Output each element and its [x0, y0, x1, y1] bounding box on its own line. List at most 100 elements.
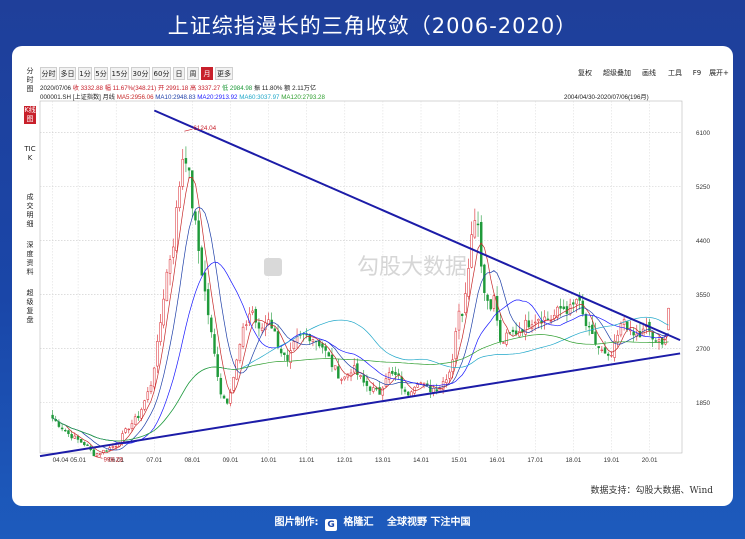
y-tick-label-3: 4400 [696, 238, 711, 245]
candle-body-134 [476, 223, 480, 226]
candle-body-101 [372, 387, 375, 392]
ma-period: 月线 [102, 94, 115, 101]
candle-body-91 [340, 379, 343, 381]
candle-body-139 [492, 295, 496, 309]
candle-body-194 [667, 307, 670, 331]
candle-body-86 [324, 346, 327, 351]
candle-body-128 [457, 310, 461, 331]
candle-body-19 [111, 446, 115, 448]
candle-body-131 [467, 268, 470, 297]
candle-body-173 [600, 349, 604, 351]
candle-body-27 [137, 415, 140, 419]
period-button-10[interactable]: 更多 [215, 67, 233, 80]
quote-change: 幅 11.67%(348.21) [104, 85, 157, 92]
period-button-3[interactable]: 5分 [94, 67, 108, 80]
period-button-2[interactable]: 1分 [78, 67, 92, 80]
candle-body-92 [343, 376, 346, 380]
tool-button-2[interactable]: 画线 [637, 67, 661, 80]
tool-button-5[interactable]: 展开+ [708, 67, 730, 80]
candle-body-163 [568, 304, 572, 315]
x-tick-label-6: 10.01 [261, 457, 277, 464]
brand-logo-icon: G [325, 519, 338, 531]
period-button-4[interactable]: 15分 [110, 67, 129, 80]
sidebar-item-0[interactable]: 分时图 [26, 67, 34, 93]
page-title: 上证综指漫长的三角收敛（2006-2020） [167, 14, 578, 38]
ma120-line [52, 334, 669, 442]
y-tick-label-1: 2700 [696, 346, 711, 353]
candle-body-66 [260, 327, 264, 331]
candle-body-127 [454, 331, 458, 360]
candle-body-82 [311, 339, 315, 342]
candle-body-111 [403, 389, 407, 392]
candle-body-147 [518, 331, 521, 337]
candle-body-113 [410, 391, 413, 397]
sidebar-item-2[interactable]: TICK [24, 145, 36, 162]
candle-body-51 [213, 334, 216, 354]
candle-body-76 [292, 341, 296, 349]
period-button-8[interactable]: 周 [187, 67, 199, 80]
period-button-7[interactable]: 日 [173, 67, 185, 80]
x-tick-label-14: 18.01 [566, 457, 582, 464]
x-tick-label-1: 05.01 [70, 457, 86, 464]
period-button-6[interactable]: 60分 [152, 67, 171, 80]
candle-body-57 [232, 377, 235, 391]
tool-button-1[interactable]: 超级叠加 [600, 67, 634, 80]
candle-body-96 [356, 363, 359, 375]
candle-body-116 [419, 382, 423, 384]
chart-card: 分时图 K线图 TICK 成交明细深度资料超级复盘 分时 多日 1分 5分 15分 30分 60分… [12, 46, 733, 506]
candle-body-107 [391, 370, 394, 374]
tool-button-3[interactable]: 工具 [664, 67, 686, 80]
period-button-0[interactable]: 分时 [40, 67, 57, 80]
candle-body-15 [98, 453, 102, 455]
candle-body-132 [470, 234, 473, 268]
bottom-slogan: 全球视野 下注中国 [386, 517, 471, 528]
quote-high: 高 3337.27 [189, 85, 221, 92]
candle-body-13 [92, 449, 96, 457]
candle-body-6 [70, 434, 73, 439]
quote-low: 低 2984.98 [221, 85, 253, 92]
candle-body-120 [432, 387, 435, 393]
sidebar-item-3[interactable]: 成交明细 [26, 193, 34, 228]
x-tick-label-15: 19.01 [604, 457, 620, 464]
candle-body-17 [105, 450, 108, 452]
y-tick-label-5: 6100 [696, 130, 711, 137]
candle-body-11 [86, 444, 89, 446]
x-tick-label-0: 04.04 [53, 457, 69, 464]
candle-body-191 [657, 339, 661, 342]
candle-body-174 [603, 347, 607, 354]
x-tick-label-2: 06.01 [108, 457, 124, 464]
ma10-line [52, 206, 669, 451]
x-tick-label-5: 09.01 [223, 457, 239, 464]
candle-body-4 [64, 429, 67, 432]
candle-body-50 [210, 317, 213, 333]
quote-date: 2020/07/06 [40, 85, 71, 92]
candle-body-133 [473, 220, 477, 238]
candle-body-140 [495, 295, 499, 321]
candle-body-150 [527, 320, 531, 328]
candle-body-103 [378, 387, 381, 395]
period-button-1[interactable]: 多日 [59, 67, 76, 80]
range-label: 2004/04/30-2020/07/06(196月) [564, 94, 649, 101]
tool-button-4[interactable]: F9 [689, 67, 705, 80]
ma-line: 000001.SH [上证指数] 月线 MA5:2956.06 MA10:294… [40, 92, 325, 101]
period-button-9[interactable]: 月 [201, 67, 213, 80]
candle-body-8 [76, 436, 80, 440]
tool-button-0[interactable]: 复权 [573, 67, 597, 80]
candle-body-39 [175, 207, 178, 251]
candle-body-126 [451, 359, 454, 372]
candle-body-61 [245, 324, 248, 326]
candle-body-30 [146, 391, 150, 400]
source-note: 数据支持：勾股大数据、Wind [590, 486, 713, 496]
sidebar-item-5[interactable]: 超级复盘 [26, 289, 34, 324]
annotation-label-0: 6124.04 [193, 125, 216, 132]
candle-body-106 [387, 372, 391, 380]
sidebar-item-1[interactable]: K线图 [24, 106, 36, 124]
sidebar-item-4[interactable]: 深度资料 [26, 241, 34, 276]
candle-body-7 [73, 435, 77, 439]
plot-frame [39, 100, 683, 454]
period-button-5[interactable]: 30分 [131, 67, 150, 80]
candle-body-160 [559, 305, 562, 309]
candle-body-141 [499, 320, 502, 342]
candle-body-171 [594, 331, 597, 345]
ma10-label: MA10:2948.83 [155, 94, 196, 101]
